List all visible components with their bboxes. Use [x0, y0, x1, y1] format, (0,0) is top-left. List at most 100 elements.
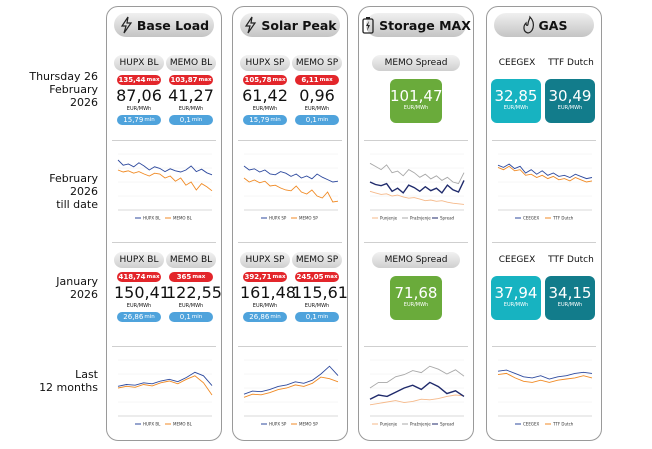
max-value: 365	[176, 273, 192, 281]
header-icon	[120, 16, 133, 34]
legend-label: MEMO SP	[299, 422, 318, 427]
mini-chart: HUPX SP MEMO SP	[243, 359, 339, 427]
min-label: min	[191, 314, 203, 320]
separator	[492, 346, 596, 347]
legend-label: HUPX SP	[269, 422, 287, 427]
mini-chart: HUPX SP MEMO SP	[243, 153, 339, 221]
legend-label: CEEGEX	[523, 422, 539, 427]
row-label: January 2026	[0, 275, 98, 301]
panel-header: GAS	[494, 13, 594, 37]
price-value: 122,55	[166, 283, 222, 302]
legend-label: TTF Dutch	[552, 216, 574, 221]
max-value: 245,05	[296, 273, 324, 281]
panel-header: Storage MAX	[362, 13, 471, 37]
market-header: CEEGEX	[498, 255, 536, 265]
gas-box: 37,94 EUR/MWh	[491, 276, 541, 320]
series-line	[497, 372, 593, 383]
min-badge: 0,1 min	[295, 115, 339, 125]
row-label-line: Thursday 26	[29, 70, 98, 83]
min-badge: 0,1 min	[169, 312, 213, 322]
spread-value: 101,47	[390, 87, 443, 105]
max-label: max	[192, 274, 206, 280]
gas-value: 34,15	[548, 284, 592, 302]
market-header: TTF Dutch	[548, 58, 594, 68]
separator	[238, 346, 342, 347]
min-label: min	[144, 117, 155, 123]
price-value: 0,96	[299, 86, 335, 105]
panel-header: Solar Peak	[240, 13, 340, 37]
gas-unit: EUR/MWh	[557, 302, 583, 308]
min-label: min	[270, 314, 281, 320]
header-icon	[245, 16, 257, 34]
max-value: 105,78	[244, 76, 272, 84]
max-value: 135,44	[118, 76, 146, 84]
panel	[358, 6, 474, 441]
separator	[492, 140, 596, 141]
legend-label: Spread	[440, 422, 455, 427]
icon-bolt	[245, 16, 257, 34]
legend-label: Punjenje	[380, 216, 398, 221]
row-label-line: 2026	[70, 185, 98, 198]
market-header: HUPX SP	[240, 252, 290, 268]
market-header: MEMO SP	[292, 55, 342, 71]
mini-chart: Punjenje Pražnjenje Spread	[369, 359, 465, 427]
price-unit: EUR/MWh	[178, 106, 204, 112]
max-badge: 365 max	[169, 272, 213, 282]
max-label: max	[272, 274, 286, 280]
panel-title: Storage MAX	[379, 17, 471, 33]
market-header: MEMO BL	[166, 252, 216, 268]
series-line	[117, 371, 213, 387]
min-label: min	[191, 117, 203, 123]
min-badge: 0,1 min	[169, 115, 213, 125]
price-unit: EUR/MWh	[126, 106, 152, 112]
separator	[238, 140, 342, 141]
price-unit: EUR/MWh	[252, 106, 278, 112]
gas-value: 30,49	[548, 87, 592, 105]
price-value: 61,42	[242, 86, 288, 105]
series-line	[117, 159, 213, 176]
legend-label: HUPX BL	[143, 422, 161, 427]
panel-title: Base Load	[136, 17, 210, 33]
market-header: TTF Dutch	[548, 255, 594, 265]
row-label-line: January	[56, 275, 98, 288]
series-line	[243, 165, 339, 183]
gas-unit: EUR/MWh	[503, 302, 529, 308]
mini-chart: HUPX BL MEMO BL	[117, 153, 213, 221]
legend-label: Spread	[440, 216, 455, 221]
max-badge: 418,74 max	[117, 272, 161, 282]
legend-label: Pražnjenje	[410, 216, 431, 221]
separator	[364, 140, 468, 141]
row-label-line: 12 months	[39, 381, 98, 394]
price-unit: EUR/MWh	[178, 303, 204, 309]
price-value: 87,06	[116, 86, 162, 105]
row-label: Thursday 26 February 2026	[0, 70, 98, 109]
max-badge: 392,71 max	[243, 272, 287, 282]
min-label: min	[270, 117, 281, 123]
separator	[112, 140, 216, 141]
market-header: MEMO SP	[292, 252, 342, 268]
spread-unit: EUR/MWh	[403, 302, 429, 308]
spread-header: MEMO Spread	[372, 252, 460, 268]
min-value: 26,86	[249, 313, 270, 321]
max-label: max	[146, 274, 160, 280]
max-value: 418,74	[118, 273, 146, 281]
icon-bolt	[120, 16, 133, 34]
series-line	[497, 163, 593, 180]
spread-header: MEMO Spread	[372, 55, 460, 71]
separator	[112, 242, 216, 243]
max-badge: 6,11 max	[295, 75, 339, 85]
market-header: HUPX BL	[114, 252, 164, 268]
series-line	[497, 369, 593, 380]
series-line	[369, 190, 465, 205]
separator	[238, 242, 342, 243]
legend-label: Pražnjenje	[410, 422, 431, 427]
gas-box: 34,15 EUR/MWh	[545, 276, 595, 320]
min-label: min	[144, 314, 155, 320]
series-line	[243, 365, 339, 395]
max-label: max	[319, 77, 333, 83]
min-value: 15,79	[249, 116, 270, 124]
mini-chart: Punjenje Pražnjenje Spread	[369, 153, 465, 221]
price-value: 115,61	[292, 283, 348, 302]
price-value: 161,48	[240, 283, 296, 302]
price-unit: EUR/MWh	[304, 303, 330, 309]
